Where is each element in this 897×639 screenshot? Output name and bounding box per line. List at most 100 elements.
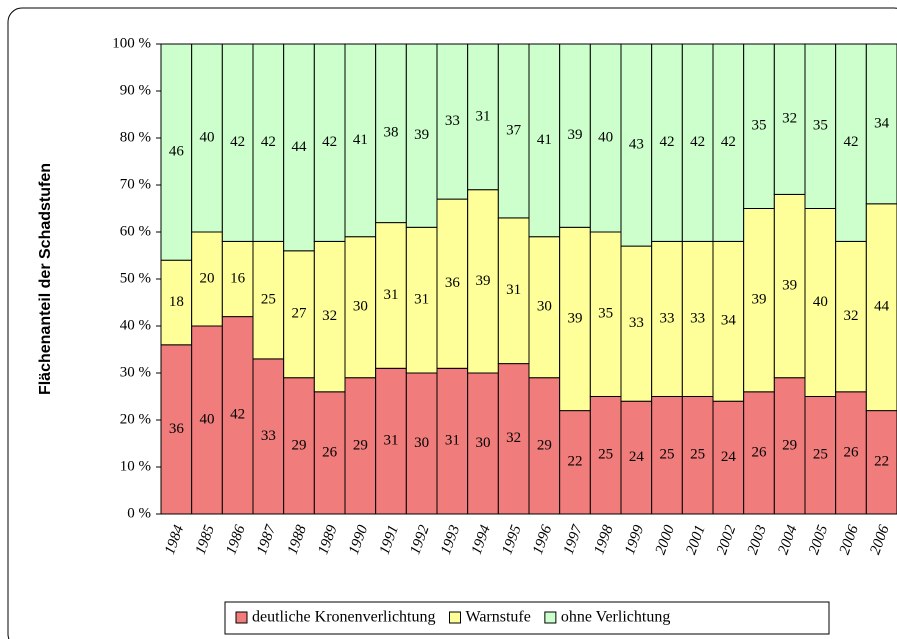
data-label: 29 <box>782 437 797 453</box>
bar-segment <box>252 43 285 242</box>
bar-segment <box>681 396 714 515</box>
y-tick-label: 30 % <box>120 364 151 380</box>
bar-segment <box>344 377 377 515</box>
y-tick-label: 40 % <box>120 317 151 333</box>
y-tick-label: 10 % <box>120 458 151 474</box>
bar-segment <box>497 217 530 365</box>
bar-segment <box>712 43 745 242</box>
bar-segment <box>467 372 499 515</box>
y-tick-label: 20 % <box>120 411 151 427</box>
data-label: 42 <box>322 134 337 150</box>
bar-segment <box>283 43 315 252</box>
bar-segment <box>528 236 561 379</box>
y-tick-label: 70 % <box>120 176 151 192</box>
bar-segment <box>651 43 683 242</box>
bar-segment <box>252 358 285 515</box>
data-label: 39 <box>414 127 429 143</box>
bar-segment <box>405 226 438 374</box>
data-label: 30 <box>476 435 491 451</box>
data-label: 35 <box>813 118 828 134</box>
data-label: 25 <box>813 447 828 463</box>
data-label: 37 <box>506 122 522 138</box>
data-label: 34 <box>721 313 737 329</box>
bar-segment <box>865 43 897 205</box>
data-label: 38 <box>384 125 399 141</box>
bar-segment <box>313 240 346 393</box>
legend-label: deutliche Kronenverlichtung <box>252 609 436 626</box>
data-label: 27 <box>292 306 308 322</box>
data-label: 40 <box>200 411 215 427</box>
data-label: 32 <box>782 111 797 127</box>
data-label: 39 <box>752 292 767 308</box>
data-label: 25 <box>690 447 705 463</box>
data-label: 22 <box>874 454 889 470</box>
bar-segment <box>252 240 285 360</box>
data-label: 42 <box>261 134 276 150</box>
bar-segment <box>436 43 469 200</box>
bar-segment <box>221 43 254 242</box>
bar-segment <box>743 208 775 393</box>
data-label: 36 <box>445 275 461 291</box>
data-label: 32 <box>506 430 521 446</box>
legend-swatch <box>544 611 557 624</box>
data-label: 33 <box>690 310 705 326</box>
data-label: 26 <box>752 444 768 460</box>
bar-segment <box>160 43 193 261</box>
bar-segment <box>620 400 653 515</box>
data-label: 41 <box>537 132 552 148</box>
data-label: 39 <box>568 127 583 143</box>
data-label: 31 <box>506 282 521 298</box>
bar-segment <box>804 43 837 209</box>
data-label: 39 <box>782 277 797 293</box>
y-tick-label: 90 % <box>120 82 151 98</box>
data-label: 42 <box>844 134 859 150</box>
y-tick-label: 0 % <box>127 505 151 521</box>
data-label: 46 <box>169 144 185 160</box>
data-label: 25 <box>660 447 675 463</box>
data-label: 33 <box>261 428 276 444</box>
data-label: 31 <box>445 433 460 449</box>
data-label: 36 <box>169 421 185 437</box>
data-label: 44 <box>874 299 890 315</box>
data-label: 42 <box>230 134 245 150</box>
data-label: 25 <box>598 447 613 463</box>
data-label: 42 <box>230 407 245 423</box>
data-label: 35 <box>598 306 613 322</box>
bar-segment <box>405 43 438 228</box>
bar-segment <box>191 231 223 327</box>
data-label: 33 <box>660 310 675 326</box>
bar-segment <box>436 198 469 369</box>
data-label: 24 <box>629 449 645 465</box>
data-label: 26 <box>844 444 860 460</box>
bar-segment <box>344 236 377 379</box>
data-label: 30 <box>414 435 429 451</box>
bar-segment <box>559 410 591 515</box>
legend-swatch <box>235 611 248 624</box>
data-label: 29 <box>353 437 368 453</box>
data-label: 43 <box>629 136 644 152</box>
bar-segment <box>283 377 315 515</box>
data-label: 40 <box>813 294 828 310</box>
bar-segment <box>160 259 193 346</box>
data-label: 40 <box>598 129 613 145</box>
bar-segment <box>804 396 837 515</box>
data-label: 20 <box>200 270 215 286</box>
data-label: 42 <box>660 134 675 150</box>
y-tick-label: 60 % <box>120 223 151 239</box>
y-axis-title: Flächenanteil der Schadstufen <box>37 163 54 395</box>
data-label: 32 <box>844 308 859 324</box>
data-label: 22 <box>568 454 583 470</box>
bar-segment <box>528 43 561 238</box>
data-label: 30 <box>537 299 552 315</box>
bar-segment <box>620 245 653 402</box>
bar-segment <box>221 316 254 515</box>
data-label: 34 <box>874 115 890 131</box>
bar-segment <box>559 226 591 412</box>
y-tick-label: 100 % <box>112 35 151 51</box>
y-tick-label: 80 % <box>120 129 151 145</box>
data-label: 31 <box>476 108 491 124</box>
data-label: 31 <box>384 287 399 303</box>
data-label: 24 <box>721 449 737 465</box>
legend-label: Warnstufe <box>466 609 531 626</box>
data-label: 18 <box>169 294 184 310</box>
